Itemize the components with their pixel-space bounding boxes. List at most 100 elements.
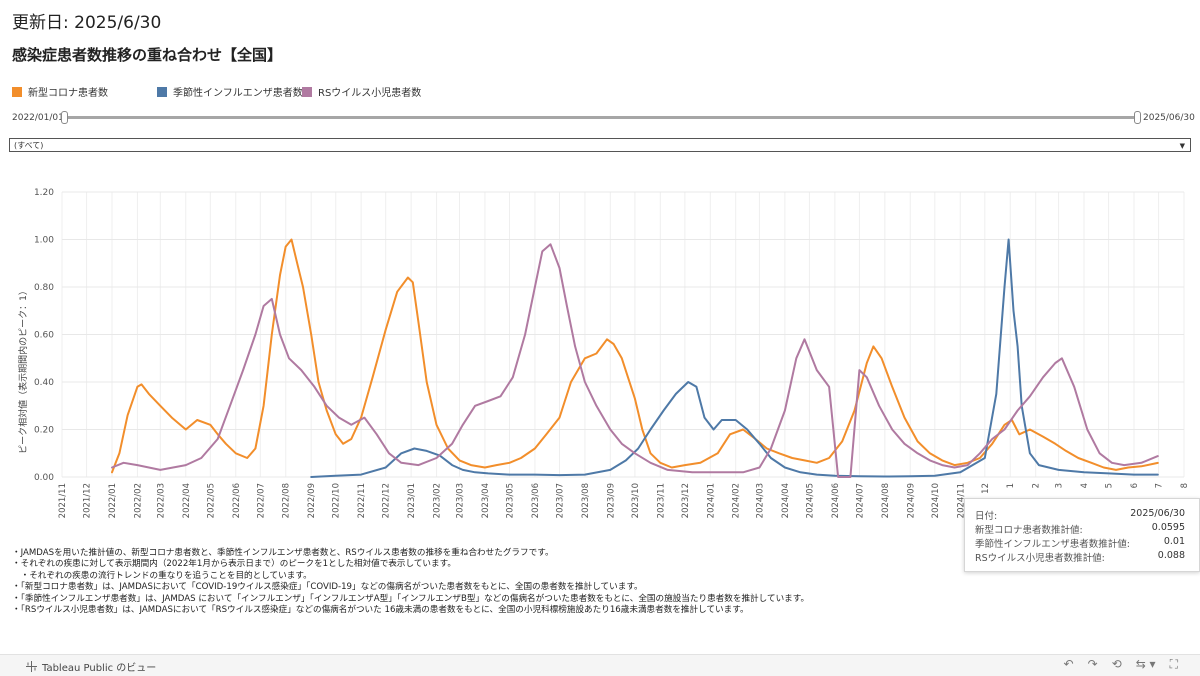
x-tick-label: 5 — [1105, 483, 1115, 488]
legend-label-flu: 季節性インフルエンザ患者数 — [173, 88, 303, 99]
legend-swatch-covid — [12, 86, 22, 97]
tooltip-row-flu: 季節性インフルエンザ患者数推計値: 0.01 — [975, 536, 1185, 550]
x-tick-label: 2023/08 — [581, 483, 591, 518]
x-tick-label: 2024/03 — [755, 483, 765, 518]
tooltip-date-label: 日付: — [975, 511, 998, 522]
tableau-public-link[interactable]: Tableau Public のビュー — [26, 659, 156, 674]
x-axis: 2021/11 2021/12 2022/01 2022/02 2022/03 2022/… — [58, 483, 1190, 518]
x-tick-label: 2024/05 — [805, 483, 815, 518]
legend-item-covid[interactable]: 新型コロナ患者数 — [12, 84, 108, 99]
x-tick-label: 2023/09 — [606, 483, 616, 518]
x-tick-label: 2 — [1032, 483, 1042, 488]
tooltip-rsv-value: 0.088 — [1157, 550, 1185, 561]
note-line: ・「新型コロナ患者数」は、JAMDASにおいて「COVID-19ウイルス感染症」… — [12, 582, 643, 593]
note-line: ・「季節性インフルエンザ患者数」は、JAMDAS において「インフルエンザ」「イ… — [12, 593, 810, 604]
x-tick-label: 2022/03 — [156, 483, 166, 518]
x-tick-label: 2022/11 — [357, 483, 367, 518]
tooltip-row-rsv: RSウイルス小児患者数推計値: 0.088 — [975, 550, 1185, 564]
x-tick-label: 2024/04 — [781, 483, 791, 518]
x-tick-label: 2024/08 — [881, 483, 891, 518]
revert-icon[interactable]: ⟲ — [1111, 657, 1122, 671]
fullscreen-icon[interactable]: ⛶ — [1169, 657, 1178, 671]
x-tick-label: 2022/06 — [232, 483, 242, 518]
x-tick-label: 6 — [1130, 483, 1140, 488]
tooltip-row-date: 日付: 2025/06/30 — [975, 508, 1185, 522]
legend-label-rsv: RSウイルス小児患者数 — [318, 88, 422, 99]
y-tick-label: 0.60 — [34, 331, 54, 341]
x-tick-label: 4 — [1080, 483, 1090, 488]
y-axis-label: ピーク相対値（表示期間内のピーク：1） — [17, 286, 29, 454]
x-tick-label: 3 — [1055, 483, 1065, 488]
y-tick-label: 0.20 — [34, 426, 54, 436]
tooltip-date-value: 2025/06/30 — [1130, 508, 1185, 519]
y-tick-label: 0.80 — [34, 283, 54, 293]
tooltip-covid-label: 新型コロナ患者数推計値: — [975, 525, 1083, 536]
x-tick-label: 2022/07 — [256, 483, 266, 518]
x-tick-label: 2024/09 — [906, 483, 916, 518]
x-tick-label: 2022/05 — [206, 483, 216, 518]
x-tick-label: 2024/07 — [855, 483, 865, 518]
x-tick-label: 2023/07 — [555, 483, 565, 518]
redo-icon[interactable]: ↷ — [1087, 657, 1098, 671]
x-tick-label: 2021/12 — [83, 483, 93, 518]
slider-end-handle[interactable] — [1134, 111, 1141, 124]
x-tick-label: 2022/09 — [307, 483, 317, 518]
disease-filter-dropdown[interactable]: (すべて) ▼ — [9, 138, 1191, 152]
tableau-logo-icon — [26, 661, 37, 672]
x-tick-label: 2022/12 — [382, 483, 392, 518]
x-tick-label: 2024/10 — [931, 483, 941, 518]
series-line-flu — [310, 238, 1159, 478]
filter-selected-value: (すべて) — [14, 141, 44, 150]
slider-end-label: 2025/06/30 — [1143, 113, 1195, 123]
x-tick-label: 2022/10 — [332, 483, 342, 518]
data-tooltip: 日付: 2025/06/30 新型コロナ患者数推計値: 0.0595 季節性イン… — [964, 498, 1200, 572]
slider-start-label: 2022/01/01 — [12, 113, 64, 123]
legend-item-rsv[interactable]: RSウイルス小児患者数 — [302, 84, 421, 99]
note-line: ・「RSウイルス小児患者数」は、JAMDASにおいて「RSウイルス感染症」などの… — [12, 605, 749, 616]
x-tick-label: 2023/03 — [455, 483, 465, 518]
y-tick-label: 1.00 — [34, 236, 54, 246]
x-tick-label: 2024/06 — [831, 483, 841, 518]
x-tick-label: 8 — [1180, 483, 1190, 488]
tooltip-row-covid: 新型コロナ患者数推計値: 0.0595 — [975, 522, 1185, 536]
dropdown-arrow-icon: ▼ — [1179, 142, 1185, 150]
series-line-covid — [111, 238, 1159, 474]
note-line: ・それぞれの疾患に対して表示期間内（2022年1月から表示日まで）のピークを1と… — [12, 559, 456, 570]
line-chart[interactable]: 0.00 0.20 0.40 0.60 0.80 1.00 1.20 2021/11 2021… — [0, 180, 1200, 530]
y-tick-label: 0.00 — [34, 473, 54, 483]
x-tick-label: 2023/05 — [505, 483, 515, 518]
x-tick-label: 2023/02 — [433, 483, 443, 518]
x-tick-label: 2023/12 — [681, 483, 691, 518]
x-tick-label: 2023/11 — [656, 483, 666, 518]
tooltip-covid-value: 0.0595 — [1151, 522, 1185, 533]
footer-toolbar: ↶ ↷ ⟲ ⇆ ▾ ⛶ — [1064, 657, 1179, 672]
undo-icon[interactable]: ↶ — [1063, 657, 1074, 671]
x-tick-label: 2023/04 — [481, 483, 491, 518]
legend-label-covid: 新型コロナ患者数 — [28, 88, 108, 99]
chart-notes: ・JAMDASを用いた推計値の、新型コロナ患者数と、季節性インフルエンザ患者数と… — [12, 548, 809, 616]
tooltip-rsv-label: RSウイルス小児患者数推計値: — [975, 553, 1105, 564]
x-tick-label: 2022/01 — [108, 483, 118, 518]
update-date: 更新日: 2025/6/30 — [12, 13, 162, 33]
x-tick-label: 2024/02 — [732, 483, 742, 518]
legend-item-flu[interactable]: 季節性インフルエンザ患者数 — [157, 84, 303, 99]
x-tick-label: 1 — [1006, 483, 1016, 488]
x-tick-label: 7 — [1155, 483, 1165, 488]
x-tick-label: 2024/11 — [956, 483, 966, 518]
x-tick-label: 2021/11 — [58, 483, 68, 518]
y-tick-label: 0.40 — [34, 378, 54, 388]
slider-start-handle[interactable] — [61, 111, 68, 124]
x-tick-label: 2022/08 — [282, 483, 292, 518]
y-tick-label: 1.20 — [34, 188, 54, 198]
x-tick-label: 2024/01 — [706, 483, 716, 518]
date-range-slider-track[interactable] — [66, 116, 1138, 119]
tooltip-flu-label: 季節性インフルエンザ患者数推計値: — [975, 539, 1130, 550]
series-lines — [111, 238, 1159, 478]
tableau-footer: Tableau Public のビュー ↶ ↷ ⟲ ⇆ ▾ ⛶ — [0, 654, 1200, 676]
tooltip-flu-value: 0.01 — [1163, 536, 1185, 547]
series-line-rsv — [111, 243, 1159, 478]
x-tick-label: 2023/06 — [531, 483, 541, 518]
share-icon[interactable]: ⇆ ▾ — [1135, 657, 1156, 671]
y-axis: 0.00 0.20 0.40 0.60 0.80 1.00 1.20 — [34, 188, 54, 483]
note-line: ・それぞれの疾患の流行トレンドの重なりを追うことを目的としています。 — [12, 570, 312, 581]
